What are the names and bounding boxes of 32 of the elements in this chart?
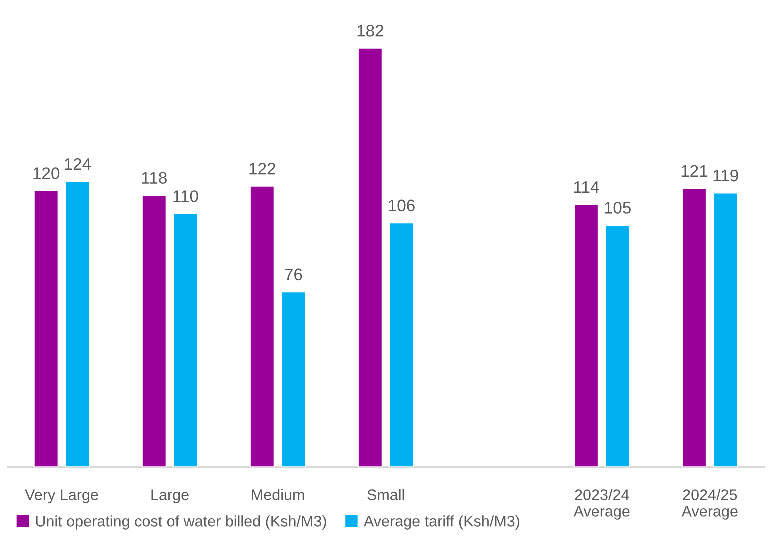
data-label: 76	[285, 268, 302, 281]
data-label: 121	[682, 165, 708, 177]
data-label: 120	[34, 168, 60, 180]
bar	[173, 214, 198, 467]
bar	[250, 186, 275, 467]
legend-label: Unit operating cost of water billed (Ksh/M3)	[36, 516, 326, 530]
data-label: 124	[65, 158, 92, 170]
data-label: 110	[174, 190, 198, 202]
data-label: 114	[574, 182, 600, 194]
bar	[281, 292, 306, 467]
bar	[358, 48, 383, 467]
data-label: 105	[605, 202, 631, 214]
bar	[142, 195, 167, 467]
x-tick-label: Large	[152, 490, 189, 504]
bar	[714, 192, 738, 467]
data-label: 119	[714, 170, 738, 182]
data-label: 182	[358, 25, 384, 37]
bar	[389, 222, 414, 467]
bar	[34, 190, 59, 467]
bar	[682, 188, 707, 467]
x-tick-label: Very Large	[25, 490, 98, 504]
data-label: 122	[250, 163, 276, 175]
x-tick-label: Small	[368, 489, 404, 500]
x-tick-label: 2024/25 Average	[682, 489, 738, 520]
bar	[574, 204, 599, 467]
data-label: 106	[389, 200, 415, 212]
data-label: 118	[142, 172, 167, 184]
legend-label: Average tariff (Ksh/M3)	[364, 516, 520, 530]
x-tick-label: Medium	[252, 489, 304, 500]
bar	[65, 181, 90, 467]
x-tick-label: 2023/24 Average	[574, 489, 630, 520]
bar	[605, 225, 630, 467]
